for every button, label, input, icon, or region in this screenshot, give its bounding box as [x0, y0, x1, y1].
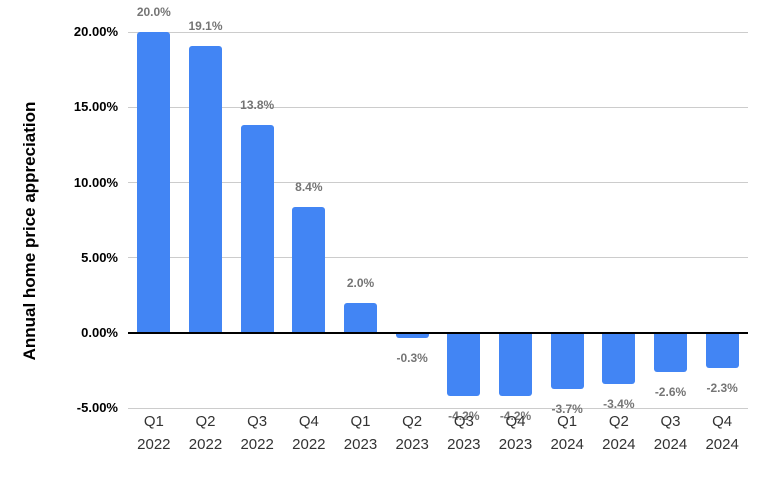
x-tick-quarter: Q1: [350, 413, 371, 430]
x-tick-label: Q4 2023: [490, 410, 542, 456]
data-label: -4.2%: [499, 409, 532, 423]
x-tick-label: Q2 2023: [386, 410, 438, 456]
data-label: -2.3%: [706, 381, 738, 395]
gridline-20.00%: [128, 31, 748, 33]
x-tick-quarter: Q2: [402, 413, 423, 430]
zero-axis-line: [128, 332, 748, 334]
x-tick-year: 2023: [343, 436, 378, 453]
data-label: -3.4%: [603, 397, 635, 411]
data-label: -3.7%: [551, 402, 583, 416]
x-tick-quarter: Q3: [247, 413, 268, 430]
bar-Q3-2022: [240, 125, 274, 333]
y-tick-label: 10.00%: [73, 174, 118, 190]
x-tick-year: 2024: [705, 436, 739, 453]
x-tick-quarter: Q1: [557, 413, 578, 430]
gridline-10.00%: [128, 182, 748, 183]
x-tick-label: Q1 2022: [128, 410, 180, 456]
x-tick-label: Q2 2024: [593, 410, 645, 456]
x-tick-label: Q4 2024: [696, 410, 748, 456]
x-tick-quarter: Q4: [712, 413, 733, 430]
bar-Q4-2022: [292, 207, 326, 333]
bar-Q3-2023: [447, 333, 481, 396]
x-tick-quarter: Q4: [505, 413, 526, 430]
x-tick-quarter: Q1: [143, 413, 164, 430]
x-tick-year: 2023: [395, 436, 429, 453]
bar-Q1-2023: [344, 303, 377, 333]
gridline-15.00%: [128, 106, 748, 108]
x-tick-quarter: Q4: [298, 413, 319, 430]
x-tick-year: 2022: [240, 436, 274, 453]
data-label: -4.2%: [448, 409, 480, 423]
x-tick-year: 2022: [188, 436, 223, 453]
x-tick-year: 2024: [602, 436, 636, 453]
x-tick-year: 2024: [653, 436, 688, 453]
data-label: 2.0%: [346, 276, 375, 290]
y-tick-label: -5.00%: [76, 400, 118, 416]
x-tick-label: Q3 2024: [645, 410, 697, 456]
x-tick-label: Q2 2022: [180, 410, 232, 456]
y-tick-label: 15.00%: [73, 99, 118, 115]
x-tick-quarter: Q2: [608, 413, 629, 430]
bar-Q4-2023: [499, 333, 532, 396]
y-tick-label: 20.00%: [73, 24, 118, 39]
bar-Q2-2024: [602, 333, 636, 384]
data-label: 19.1%: [188, 19, 223, 33]
data-label: -0.3%: [396, 351, 428, 365]
y-axis-title: Annual home price appreciation: [20, 101, 39, 361]
x-tick-label: Q1 2024: [541, 410, 593, 456]
y-tick-label: 5.00%: [81, 249, 118, 265]
data-label: 13.8%: [240, 98, 275, 112]
bar-Q1-2022: [137, 32, 171, 333]
x-tick-year: 2023: [498, 436, 533, 453]
bar-Q2-2022: [189, 46, 222, 333]
y-tick-label: 0.00%: [81, 325, 118, 340]
bar-Q3-2024: [654, 333, 687, 372]
x-tick-year: 2024: [550, 436, 584, 453]
x-tick-label: Q3 2022: [231, 410, 283, 456]
x-tick-year: 2023: [447, 436, 481, 453]
bar-Q1-2024: [550, 333, 584, 389]
data-label: 20.0%: [136, 5, 171, 19]
x-tick-year: 2022: [292, 436, 326, 453]
x-tick-label: Q1 2023: [335, 410, 387, 456]
data-label: -2.6%: [654, 385, 687, 399]
x-tick-year: 2022: [137, 436, 171, 453]
x-tick-quarter: Q2: [195, 413, 216, 430]
data-label: 8.4%: [295, 180, 323, 194]
bar-Q4-2024: [705, 333, 739, 368]
x-tick-quarter: Q3: [453, 413, 474, 430]
x-tick-label: Q4 2022: [283, 410, 335, 456]
x-tick-label: Q3 2023: [438, 410, 490, 456]
gridline-5.00%: [128, 257, 748, 259]
x-tick-quarter: Q3: [660, 413, 681, 430]
bar-Q2-2023: [395, 333, 429, 338]
gridline--5.00%: [128, 407, 748, 409]
